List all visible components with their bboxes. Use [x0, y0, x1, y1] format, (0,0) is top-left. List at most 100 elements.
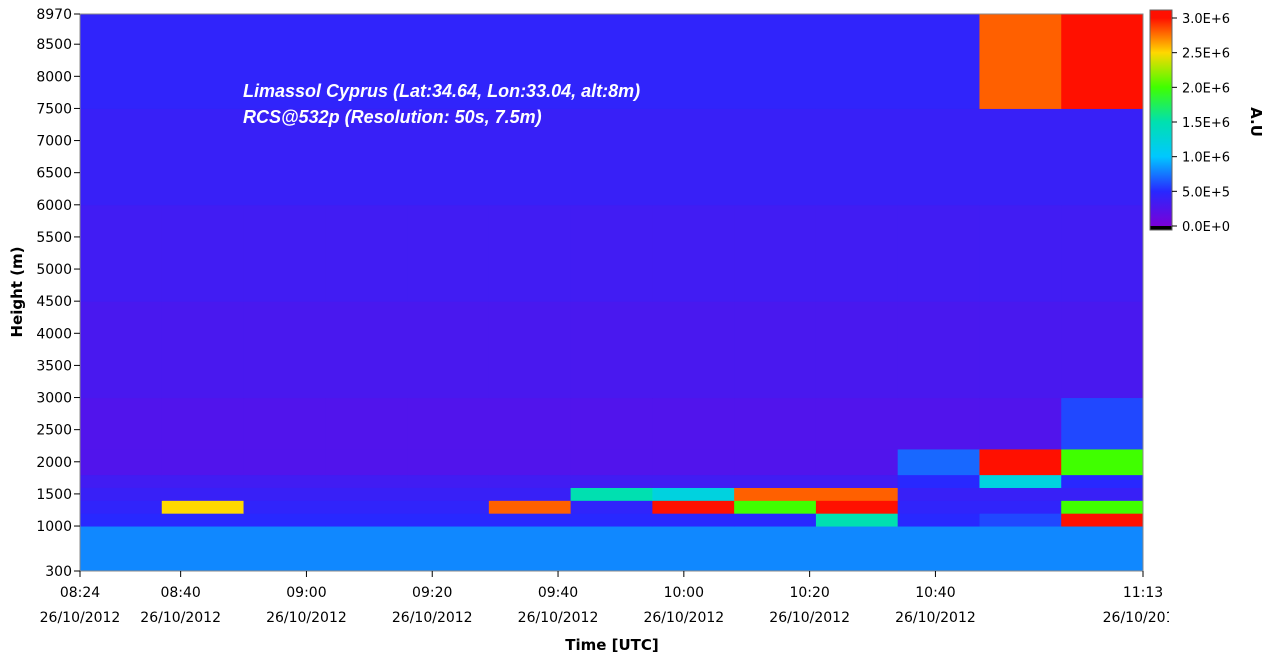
y-tick-label: 8000	[36, 69, 72, 85]
heat-cell	[243, 108, 326, 206]
heat-cell	[734, 526, 817, 572]
heat-cell	[570, 301, 653, 399]
heat-cell	[1061, 448, 1144, 476]
colorbar-frame	[1149, 9, 1173, 231]
heat-cell	[161, 108, 245, 206]
heat-cell	[570, 513, 653, 527]
heat-cell	[897, 474, 980, 488]
heat-cell	[80, 204, 163, 302]
y-tick-label: 5500	[36, 230, 72, 246]
heat-cell	[161, 397, 245, 450]
heat-cell	[570, 526, 653, 572]
heat-cell	[161, 301, 245, 399]
y-tick-label: 7500	[36, 101, 72, 117]
heat-cell	[815, 448, 899, 476]
heat-cell	[488, 513, 572, 527]
y-tick-label: 6500	[36, 166, 72, 182]
x-tick-label: 11:13	[1123, 585, 1163, 601]
x-tick-date: 26/10/2012	[40, 610, 121, 626]
y-tick-label: 2000	[36, 455, 72, 471]
heat-cell	[652, 204, 735, 302]
heat-cell	[652, 474, 735, 488]
x-tick-date: 26/10/2012	[895, 610, 976, 626]
heat-cell	[243, 526, 326, 572]
heat-cell	[325, 513, 408, 527]
heat-cell	[652, 500, 735, 514]
colorbar-tick-label: 2.0E+6	[1182, 81, 1230, 96]
heat-cell	[652, 526, 735, 572]
plot-frame	[79, 13, 1144, 572]
heat-cell	[734, 448, 817, 476]
colorbar-tick-label: 1.0E+6	[1182, 151, 1230, 166]
heat-cell	[815, 513, 899, 527]
heat-cell	[243, 14, 326, 109]
heat-cell	[979, 500, 1062, 514]
heat-cell	[815, 500, 899, 514]
heat-cell	[979, 14, 1062, 109]
heat-cell	[80, 487, 163, 501]
heat-cell	[488, 108, 572, 206]
x-tick-label: 08:40	[160, 585, 200, 601]
heat-cell	[897, 513, 980, 527]
x-tick-date: 26/10/2012	[266, 610, 347, 626]
heat-cell	[815, 487, 899, 501]
heat-cell	[80, 474, 163, 488]
heat-cell	[652, 513, 735, 527]
heat-cell	[570, 204, 653, 302]
heat-cell	[161, 487, 245, 501]
x-tick-label: 09:20	[412, 585, 452, 601]
heat-cell	[80, 526, 163, 572]
heat-cell	[652, 397, 735, 450]
heat-cell	[161, 448, 245, 476]
heat-cell	[325, 301, 408, 399]
heat-cell	[161, 14, 245, 109]
x-tick-label: 09:40	[538, 585, 578, 601]
heat-cell	[652, 487, 735, 501]
heat-cell	[407, 474, 490, 488]
colorbar-title: A.U	[1247, 107, 1265, 137]
heat-cell	[570, 487, 653, 501]
heat-cell	[815, 14, 899, 109]
heat-cell	[488, 526, 572, 572]
colorbar-tick-label: 5.0E+5	[1182, 185, 1230, 200]
heat-cell	[325, 14, 408, 109]
heat-cell	[734, 204, 817, 302]
heat-cell	[1061, 14, 1144, 109]
heat-cell	[1061, 474, 1144, 488]
heat-cell	[407, 301, 490, 399]
heat-cell	[897, 204, 980, 302]
heat-cell	[897, 397, 980, 450]
heat-cell	[243, 397, 326, 450]
heat-cell	[80, 397, 163, 450]
y-tick-label: 300	[45, 564, 72, 580]
heat-cell	[80, 500, 163, 514]
heat-cell	[407, 500, 490, 514]
heat-cell	[979, 108, 1062, 206]
heat-cell	[979, 513, 1062, 527]
y-tick-label: 3000	[36, 391, 72, 407]
heat-cell	[488, 500, 572, 514]
heat-cell	[161, 474, 245, 488]
heat-cell	[979, 301, 1062, 399]
heat-cell	[979, 397, 1062, 450]
x-tick-label: 08:24	[60, 585, 100, 601]
colorbar-tick-label: 0.0E+0	[1182, 220, 1230, 235]
heat-cell	[652, 108, 735, 206]
heat-cell	[243, 448, 326, 476]
heat-cell	[80, 108, 163, 206]
heat-cell	[570, 448, 653, 476]
heat-cell	[325, 108, 408, 206]
x-tick-date: 26/10/2012	[140, 610, 221, 626]
heat-cell	[815, 108, 899, 206]
heat-cell	[570, 108, 653, 206]
heat-cell	[488, 301, 572, 399]
heat-cell	[488, 397, 572, 450]
colorbar-tick-label: 1.5E+6	[1182, 116, 1230, 131]
heat-cell	[979, 526, 1062, 572]
heat-cell	[897, 448, 980, 476]
heat-cell	[897, 108, 980, 206]
heat-cell	[325, 448, 408, 476]
heat-cell	[243, 204, 326, 302]
x-tick-date: 26/10/2012	[392, 610, 473, 626]
